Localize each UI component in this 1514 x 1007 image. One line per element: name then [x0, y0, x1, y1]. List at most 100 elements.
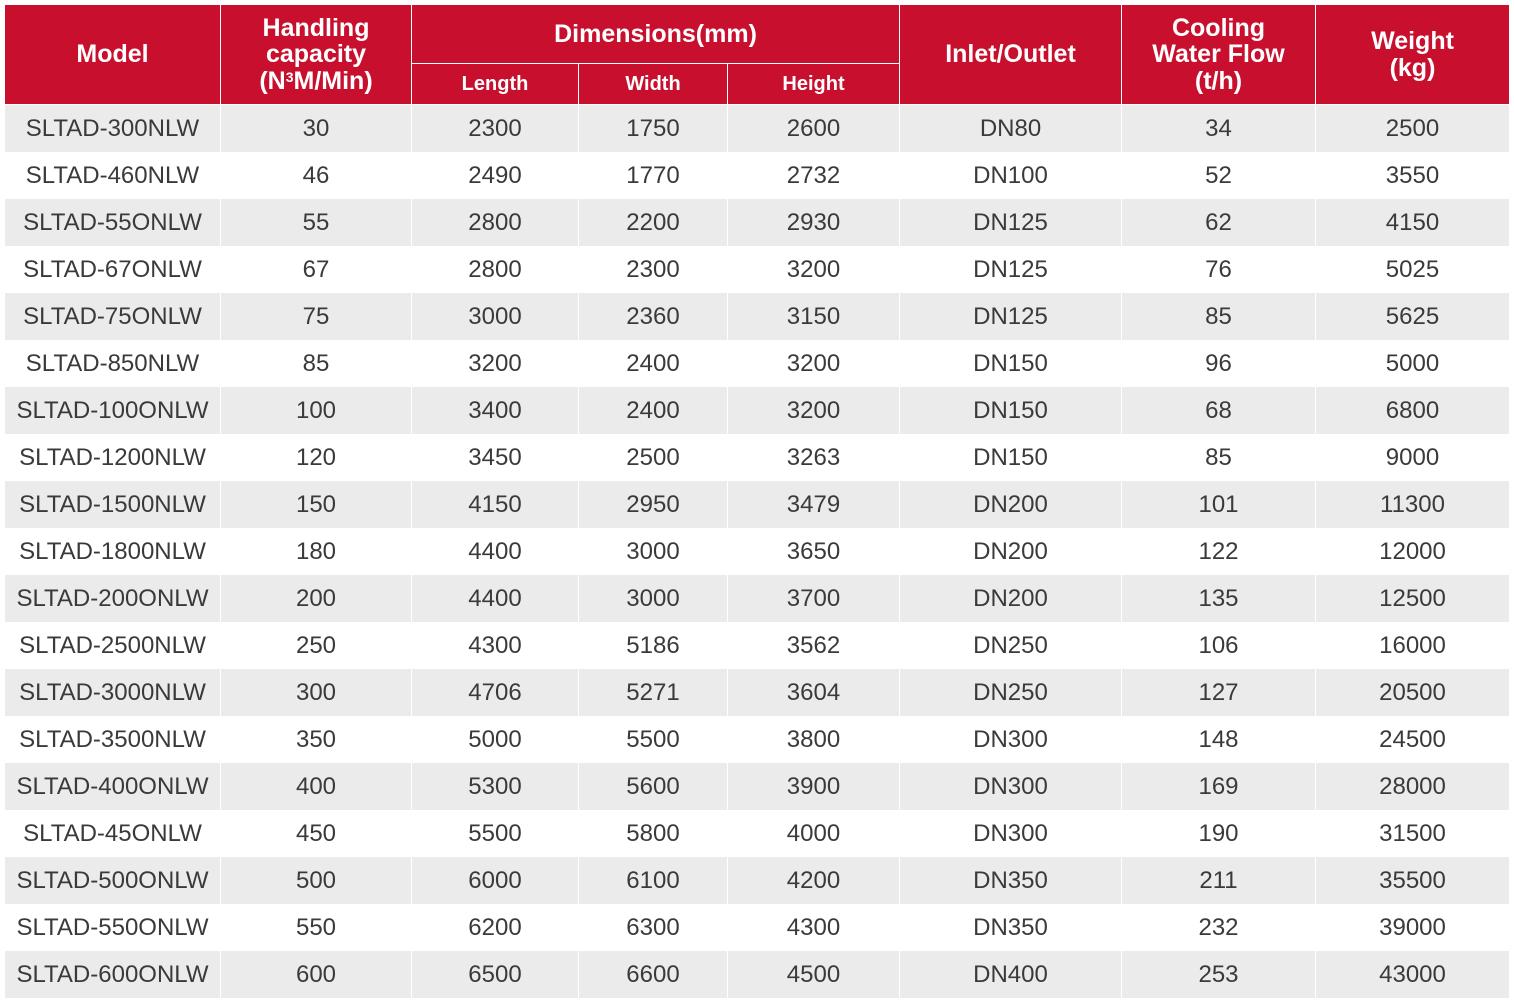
width-cell: 5271	[578, 669, 728, 716]
table-row: SLTAD-3500NLW 350 5000 5500 3800 DN300 148 2450…	[4, 716, 1510, 763]
length-cell: 6200	[411, 904, 579, 951]
weight-cell: 28000	[1315, 763, 1510, 810]
cooling-flow-cell: 135	[1121, 575, 1316, 622]
inlet-outlet-cell: DN350	[899, 857, 1122, 904]
table-row: SLTAD-1800NLW 180 4400 3000 3650 DN200 122 1200…	[4, 528, 1510, 575]
capacity-cell: 46	[220, 152, 412, 199]
table-row: SLTAD-600ONLW 600 6500 6600 4500 DN400 253 4300…	[4, 951, 1510, 998]
inlet-outlet-cell: DN200	[899, 528, 1122, 575]
inlet-outlet-cell: DN250	[899, 622, 1122, 669]
inlet-outlet-cell: DN300	[899, 763, 1122, 810]
height-cell: 2732	[727, 152, 900, 199]
height-cell: 4300	[727, 904, 900, 951]
header-handling-capacity: Handling capacity (N3M/Min)	[220, 4, 412, 105]
capacity-cell: 300	[220, 669, 412, 716]
capacity-cell: 250	[220, 622, 412, 669]
header-length: Length	[411, 63, 579, 105]
cooling-flow-cell: 85	[1121, 293, 1316, 340]
capacity-cell: 550	[220, 904, 412, 951]
length-cell: 2300	[411, 104, 579, 152]
height-cell: 3479	[727, 481, 900, 528]
capacity-cell: 150	[220, 481, 412, 528]
model-cell: SLTAD-1200NLW	[4, 434, 221, 481]
capacity-cell: 30	[220, 104, 412, 152]
weight-cell: 4150	[1315, 199, 1510, 246]
height-cell: 2930	[727, 199, 900, 246]
table-row: SLTAD-67ONLW 67 2800 2300 3200 DN125 76 5025	[4, 246, 1510, 293]
height-cell: 4000	[727, 810, 900, 857]
width-cell: 2950	[578, 481, 728, 528]
capacity-cell: 67	[220, 246, 412, 293]
model-cell: SLTAD-600ONLW	[4, 951, 221, 998]
model-cell: SLTAD-200ONLW	[4, 575, 221, 622]
width-cell: 2500	[578, 434, 728, 481]
length-cell: 2490	[411, 152, 579, 199]
width-cell: 5800	[578, 810, 728, 857]
model-cell: SLTAD-400ONLW	[4, 763, 221, 810]
cooling-flow-cell: 96	[1121, 340, 1316, 387]
weight-cell: 5625	[1315, 293, 1510, 340]
model-cell: SLTAD-75ONLW	[4, 293, 221, 340]
weight-cell: 39000	[1315, 904, 1510, 951]
capacity-cell: 100	[220, 387, 412, 434]
width-cell: 2400	[578, 387, 728, 434]
cooling-flow-cell: 127	[1121, 669, 1316, 716]
capacity-cell: 450	[220, 810, 412, 857]
weight-cell: 35500	[1315, 857, 1510, 904]
inlet-outlet-cell: DN200	[899, 575, 1122, 622]
inlet-outlet-cell: DN400	[899, 951, 1122, 998]
table-row: SLTAD-55ONLW 55 2800 2200 2930 DN125 62 4150	[4, 199, 1510, 246]
width-cell: 3000	[578, 575, 728, 622]
width-cell: 2300	[578, 246, 728, 293]
height-cell: 4500	[727, 951, 900, 998]
cooling-flow-cell: 211	[1121, 857, 1316, 904]
table-row: SLTAD-75ONLW 75 3000 2360 3150 DN125 85 5625	[4, 293, 1510, 340]
width-cell: 1770	[578, 152, 728, 199]
capacity-cell: 500	[220, 857, 412, 904]
length-cell: 5300	[411, 763, 579, 810]
cooling-flow-cell: 85	[1121, 434, 1316, 481]
inlet-outlet-cell: DN150	[899, 340, 1122, 387]
width-cell: 6300	[578, 904, 728, 951]
weight-cell: 9000	[1315, 434, 1510, 481]
width-cell: 6100	[578, 857, 728, 904]
length-cell: 5500	[411, 810, 579, 857]
capacity-cell: 75	[220, 293, 412, 340]
weight-cell: 12000	[1315, 528, 1510, 575]
weight-cell: 31500	[1315, 810, 1510, 857]
table-row: SLTAD-2500NLW 250 4300 5186 3562 DN250 106 1600…	[4, 622, 1510, 669]
table-body: SLTAD-300NLW 30 2300 1750 2600 DN80 34 2500 SLTA…	[4, 104, 1510, 998]
model-cell: SLTAD-500ONLW	[4, 857, 221, 904]
model-cell: SLTAD-850NLW	[4, 340, 221, 387]
width-cell: 2200	[578, 199, 728, 246]
table-row: SLTAD-45ONLW 450 5500 5800 4000 DN300 190 31500	[4, 810, 1510, 857]
width-cell: 5186	[578, 622, 728, 669]
inlet-outlet-cell: DN125	[899, 199, 1122, 246]
height-cell: 4200	[727, 857, 900, 904]
table-row: SLTAD-400ONLW 400 5300 5600 3900 DN300 169 2800…	[4, 763, 1510, 810]
weight-cell: 16000	[1315, 622, 1510, 669]
header-cooling-water-flow: Cooling Water Flow (t/h)	[1121, 4, 1316, 105]
weight-cell: 2500	[1315, 104, 1510, 152]
width-cell: 2400	[578, 340, 728, 387]
length-cell: 5000	[411, 716, 579, 763]
width-cell: 3000	[578, 528, 728, 575]
length-cell: 6500	[411, 951, 579, 998]
weight-cell: 24500	[1315, 716, 1510, 763]
inlet-outlet-cell: DN250	[899, 669, 1122, 716]
height-cell: 3150	[727, 293, 900, 340]
height-cell: 3900	[727, 763, 900, 810]
header-model: Model	[4, 4, 221, 105]
weight-cell: 3550	[1315, 152, 1510, 199]
capacity-cell: 350	[220, 716, 412, 763]
height-cell: 3800	[727, 716, 900, 763]
height-cell: 3200	[727, 246, 900, 293]
length-cell: 3450	[411, 434, 579, 481]
cooling-flow-cell: 122	[1121, 528, 1316, 575]
table-row: SLTAD-850NLW 85 3200 2400 3200 DN150 96 5000	[4, 340, 1510, 387]
model-cell: SLTAD-3500NLW	[4, 716, 221, 763]
inlet-outlet-cell: DN150	[899, 387, 1122, 434]
table-row: SLTAD-1200NLW 120 3450 2500 3263 DN150 85 9000	[4, 434, 1510, 481]
width-cell: 5500	[578, 716, 728, 763]
model-cell: SLTAD-460NLW	[4, 152, 221, 199]
